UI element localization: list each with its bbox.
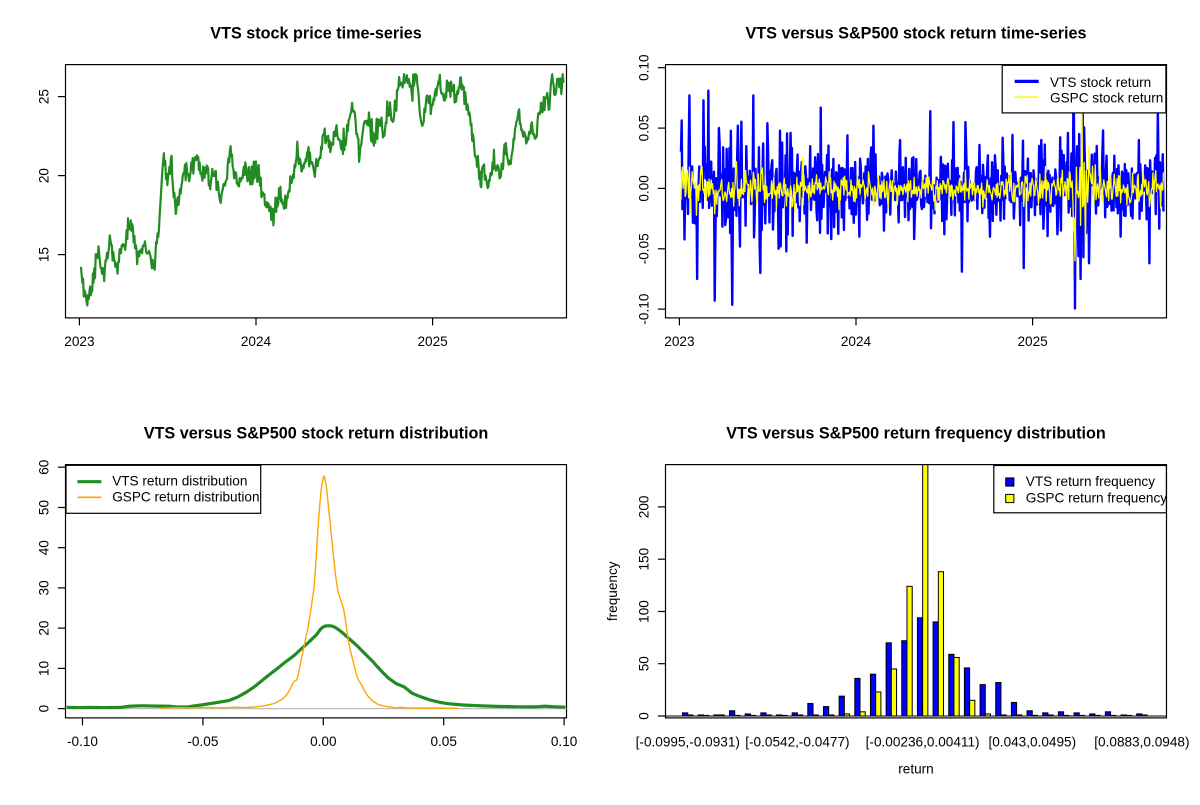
svg-text:2023: 2023 xyxy=(64,334,94,349)
svg-text:VTS stock return: VTS stock return xyxy=(1050,75,1151,90)
svg-text:[-0.00236,0.00411): [-0.00236,0.00411) xyxy=(866,734,980,749)
svg-text:-0.10: -0.10 xyxy=(67,734,98,749)
svg-text:50: 50 xyxy=(637,656,652,672)
svg-text:150: 150 xyxy=(637,547,652,570)
svg-text:15: 15 xyxy=(37,247,52,262)
svg-text:2025: 2025 xyxy=(1017,334,1047,349)
svg-text:VTS versus S&P500 stock return: VTS versus S&P500 stock return distribut… xyxy=(144,425,489,443)
svg-text:2024: 2024 xyxy=(841,334,872,349)
svg-text:-0.10: -0.10 xyxy=(637,293,652,324)
svg-text:30: 30 xyxy=(37,580,52,596)
svg-text:60: 60 xyxy=(37,459,52,475)
svg-text:return: return xyxy=(898,762,934,777)
svg-text:0.05: 0.05 xyxy=(637,115,652,141)
svg-text:-0.05: -0.05 xyxy=(187,734,218,749)
svg-text:0.00: 0.00 xyxy=(310,734,337,749)
svg-text:VTS return distribution: VTS return distribution xyxy=(112,474,247,489)
svg-text:[0.043,0.0495): [0.043,0.0495) xyxy=(988,734,1076,749)
svg-text:50: 50 xyxy=(37,500,52,516)
svg-text:20: 20 xyxy=(37,168,52,184)
svg-text:VTS versus S&P500 return frequ: VTS versus S&P500 return frequency distr… xyxy=(726,425,1106,443)
svg-text:VTS stock price time-series: VTS stock price time-series xyxy=(210,25,421,43)
svg-text:GSPC return distribution: GSPC return distribution xyxy=(112,489,259,504)
svg-text:0.00: 0.00 xyxy=(637,175,652,202)
svg-text:[-0.0542,-0.0477): [-0.0542,-0.0477) xyxy=(745,734,849,749)
svg-text:25: 25 xyxy=(37,89,52,104)
svg-text:0: 0 xyxy=(637,712,652,720)
svg-text:0.10: 0.10 xyxy=(637,54,652,81)
svg-text:VTS return frequency: VTS return frequency xyxy=(1026,474,1155,489)
svg-text:0.10: 0.10 xyxy=(551,734,578,749)
svg-text:20: 20 xyxy=(37,620,52,636)
svg-text:0: 0 xyxy=(37,704,52,712)
svg-text:0.05: 0.05 xyxy=(430,734,456,749)
svg-text:-0.05: -0.05 xyxy=(637,233,652,264)
svg-text:200: 200 xyxy=(637,495,652,518)
svg-text:[0.0883,0.0948): [0.0883,0.0948) xyxy=(1094,734,1189,749)
svg-text:2024: 2024 xyxy=(241,334,272,349)
svg-text:2023: 2023 xyxy=(664,334,694,349)
svg-text:10: 10 xyxy=(37,660,52,676)
svg-text:VTS versus S&P500 stock return: VTS versus S&P500 stock return time-seri… xyxy=(746,25,1087,43)
svg-text:[-0.0995,-0.0931): [-0.0995,-0.0931) xyxy=(636,734,740,749)
svg-text:100: 100 xyxy=(637,600,652,623)
svg-text:frequency: frequency xyxy=(605,561,620,621)
svg-text:40: 40 xyxy=(37,540,52,556)
svg-text:GSPC stock return: GSPC stock return xyxy=(1050,91,1163,106)
svg-text:GSPC return frequency: GSPC return frequency xyxy=(1026,490,1167,505)
svg-text:2025: 2025 xyxy=(417,334,447,349)
